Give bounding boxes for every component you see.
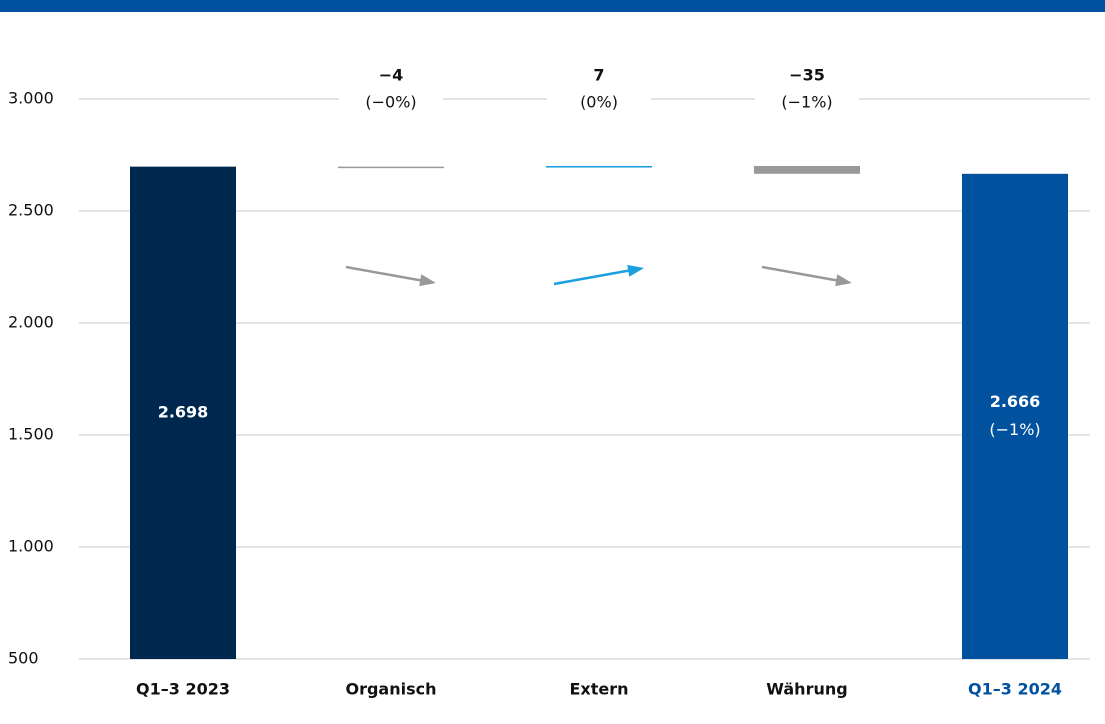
- x-tick-label: Währung: [766, 680, 847, 699]
- arrow-head: [835, 274, 852, 287]
- percent-label: (−1%): [781, 93, 832, 112]
- y-tick-label: 2.500: [8, 201, 54, 220]
- bar: [130, 166, 236, 659]
- x-tick-label: Q1–3 2023: [136, 680, 230, 699]
- x-tick-label: Q1–3 2024: [968, 680, 1062, 699]
- label-bg: [339, 62, 443, 114]
- y-tick-label: 3.000: [8, 89, 54, 108]
- arrow-shaft: [553, 268, 633, 286]
- top-band: [0, 0, 1105, 12]
- x-tick-label: Extern: [569, 680, 628, 699]
- delta-bar: [338, 166, 444, 169]
- delta-bar: [754, 165, 860, 174]
- value-label: −35: [789, 66, 825, 85]
- percent-label: (0%): [580, 93, 618, 112]
- arrow-head: [419, 274, 436, 287]
- value-label: 2.666: [990, 392, 1041, 411]
- arrow-shaft: [345, 265, 425, 283]
- y-tick-label: 2.000: [8, 313, 54, 332]
- value-label: 2.698: [158, 402, 209, 421]
- arrow-head: [627, 264, 644, 277]
- label-bg: [755, 62, 859, 114]
- arrow-shaft: [761, 265, 841, 283]
- y-tick-label: 500: [8, 649, 39, 668]
- y-tick-label: 1.500: [8, 425, 54, 444]
- percent-label: (−1%): [989, 420, 1040, 439]
- bar: [962, 173, 1068, 660]
- y-tick-label: 1.000: [8, 537, 54, 556]
- value-label: −4: [379, 66, 404, 85]
- label-bg: [547, 62, 651, 114]
- delta-bar: [546, 165, 652, 168]
- x-tick-label: Organisch: [345, 680, 436, 699]
- value-label: 7: [593, 66, 604, 85]
- percent-label: (−0%): [365, 93, 416, 112]
